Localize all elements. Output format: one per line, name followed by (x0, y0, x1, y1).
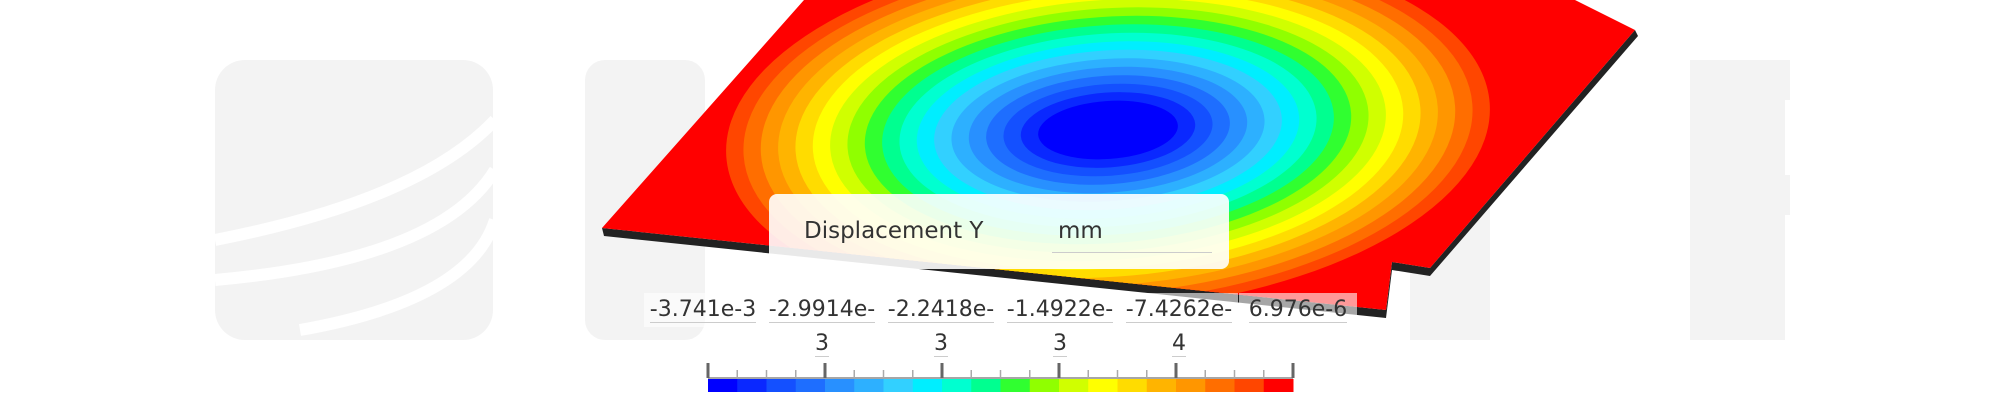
colorbar-swatch (1000, 379, 1031, 392)
colorbar-swatch (737, 379, 767, 392)
unit-field[interactable]: mm (1052, 218, 1212, 253)
label-text: -2.2418e-3 (887, 297, 995, 357)
colorbar-swatch (1176, 379, 1206, 392)
legend-label[interactable]: -1.4922e-3 (1001, 293, 1119, 361)
label-text: -3.741e-3 (649, 297, 757, 323)
colorbar-swatch (1146, 379, 1177, 392)
colorbar-swatch (766, 379, 797, 392)
colorbar-swatch (912, 379, 943, 392)
label-text: 6.976e-6 (1248, 297, 1348, 323)
colorbar-swatch (708, 379, 738, 392)
colorbar-swatch (854, 379, 884, 392)
legend-label[interactable]: -2.2418e-3 (882, 293, 1000, 361)
legend-label[interactable]: -3.741e-3 (644, 293, 762, 327)
colorbar-swatch (1205, 379, 1235, 392)
colorbar-swatch (942, 379, 972, 392)
colorbar-swatch (825, 379, 855, 392)
legend-label[interactable]: -7.4262e-4 (1120, 293, 1238, 361)
contour-plot (602, 0, 1635, 310)
colorbar-swatch (883, 379, 914, 392)
legend-label[interactable]: -2.9914e-3 (763, 293, 881, 361)
colorbar-swatch (1029, 379, 1060, 392)
colorbar-swatch (1234, 379, 1265, 392)
contour-band (1038, 100, 1178, 160)
label-text: -1.4922e-3 (1006, 297, 1114, 357)
colorbar-swatch (1088, 379, 1118, 392)
label-text: -2.9914e-3 (768, 297, 876, 357)
colorbar-swatch (1263, 379, 1294, 392)
label-text: -7.4262e-4 (1125, 297, 1233, 357)
legend-title: Displacement Y (804, 218, 984, 244)
watermark-arcs (213, 115, 501, 336)
colorbar-swatch (795, 379, 826, 392)
colorbar-swatch (1117, 379, 1148, 392)
colorbar-swatch (971, 379, 1001, 392)
legend-label[interactable]: 6.976e-6 (1239, 293, 1357, 327)
colorbar-swatch (1059, 379, 1089, 392)
legend-panel: Displacement Y mm (769, 194, 1229, 269)
